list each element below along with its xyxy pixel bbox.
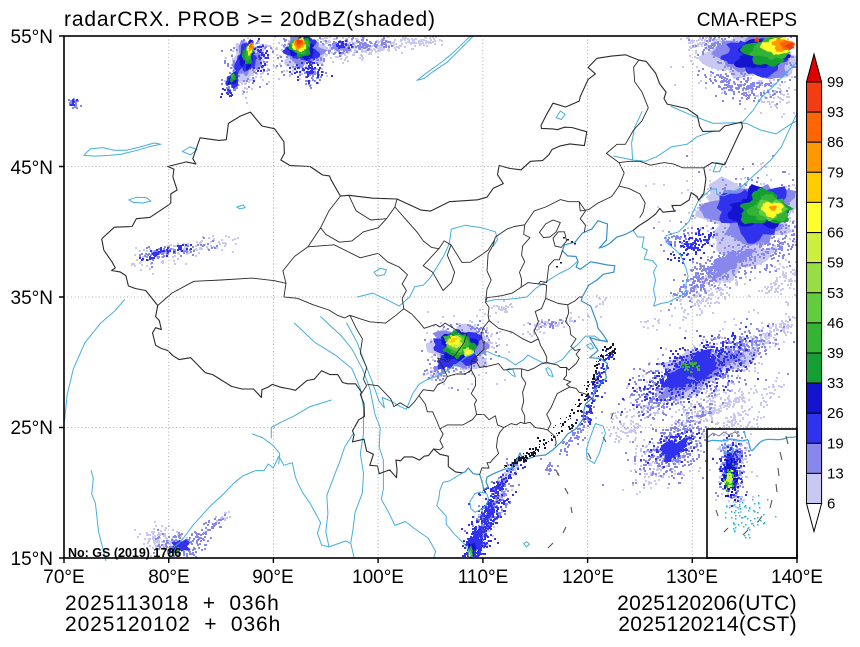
svg-text:100°E: 100°E <box>352 567 404 588</box>
svg-text:70°E: 70°E <box>43 567 84 588</box>
svg-text:53: 53 <box>827 285 844 302</box>
svg-text:35°N: 35°N <box>11 288 53 309</box>
svg-text:No: GS (2019) 1786: No: GS (2019) 1786 <box>68 546 181 560</box>
svg-text:80°E: 80°E <box>148 567 189 588</box>
svg-text:59: 59 <box>827 255 844 272</box>
svg-text:CMA-REPS: CMA-REPS <box>697 10 797 31</box>
svg-text:140°E: 140°E <box>771 567 823 588</box>
svg-text:46: 46 <box>827 315 844 332</box>
svg-text:110°E: 110°E <box>458 567 509 588</box>
svg-text:120°E: 120°E <box>562 567 614 588</box>
svg-text:radarCRX. PROB >= 20dBZ(shaded: radarCRX. PROB >= 20dBZ(shaded) <box>64 8 436 31</box>
svg-text:33: 33 <box>827 375 844 392</box>
svg-text:90°E: 90°E <box>252 567 293 588</box>
svg-text:79: 79 <box>827 164 844 181</box>
svg-text:25°N: 25°N <box>11 418 53 439</box>
svg-text:19: 19 <box>827 435 844 452</box>
svg-text:39: 39 <box>827 345 844 362</box>
svg-text:26: 26 <box>827 405 844 422</box>
svg-text:15°N: 15°N <box>11 549 53 570</box>
svg-text:93: 93 <box>827 104 844 121</box>
svg-text:13: 13 <box>827 465 844 482</box>
svg-text:2025120206(UTC): 2025120206(UTC) <box>617 592 797 615</box>
svg-text:130°E: 130°E <box>666 567 718 588</box>
svg-text:6: 6 <box>827 496 835 513</box>
svg-text:86: 86 <box>827 134 844 151</box>
svg-text:55°N: 55°N <box>11 27 53 48</box>
svg-text:45°N: 45°N <box>11 158 53 179</box>
svg-text:2025113018 + 036h: 2025113018 + 036h <box>65 592 280 615</box>
svg-text:99: 99 <box>827 74 844 91</box>
svg-text:2025120102 + 036h: 2025120102 + 036h <box>65 613 281 636</box>
svg-text:73: 73 <box>827 194 844 211</box>
svg-text:2025120214(CST): 2025120214(CST) <box>618 613 797 636</box>
svg-text:66: 66 <box>827 225 844 242</box>
